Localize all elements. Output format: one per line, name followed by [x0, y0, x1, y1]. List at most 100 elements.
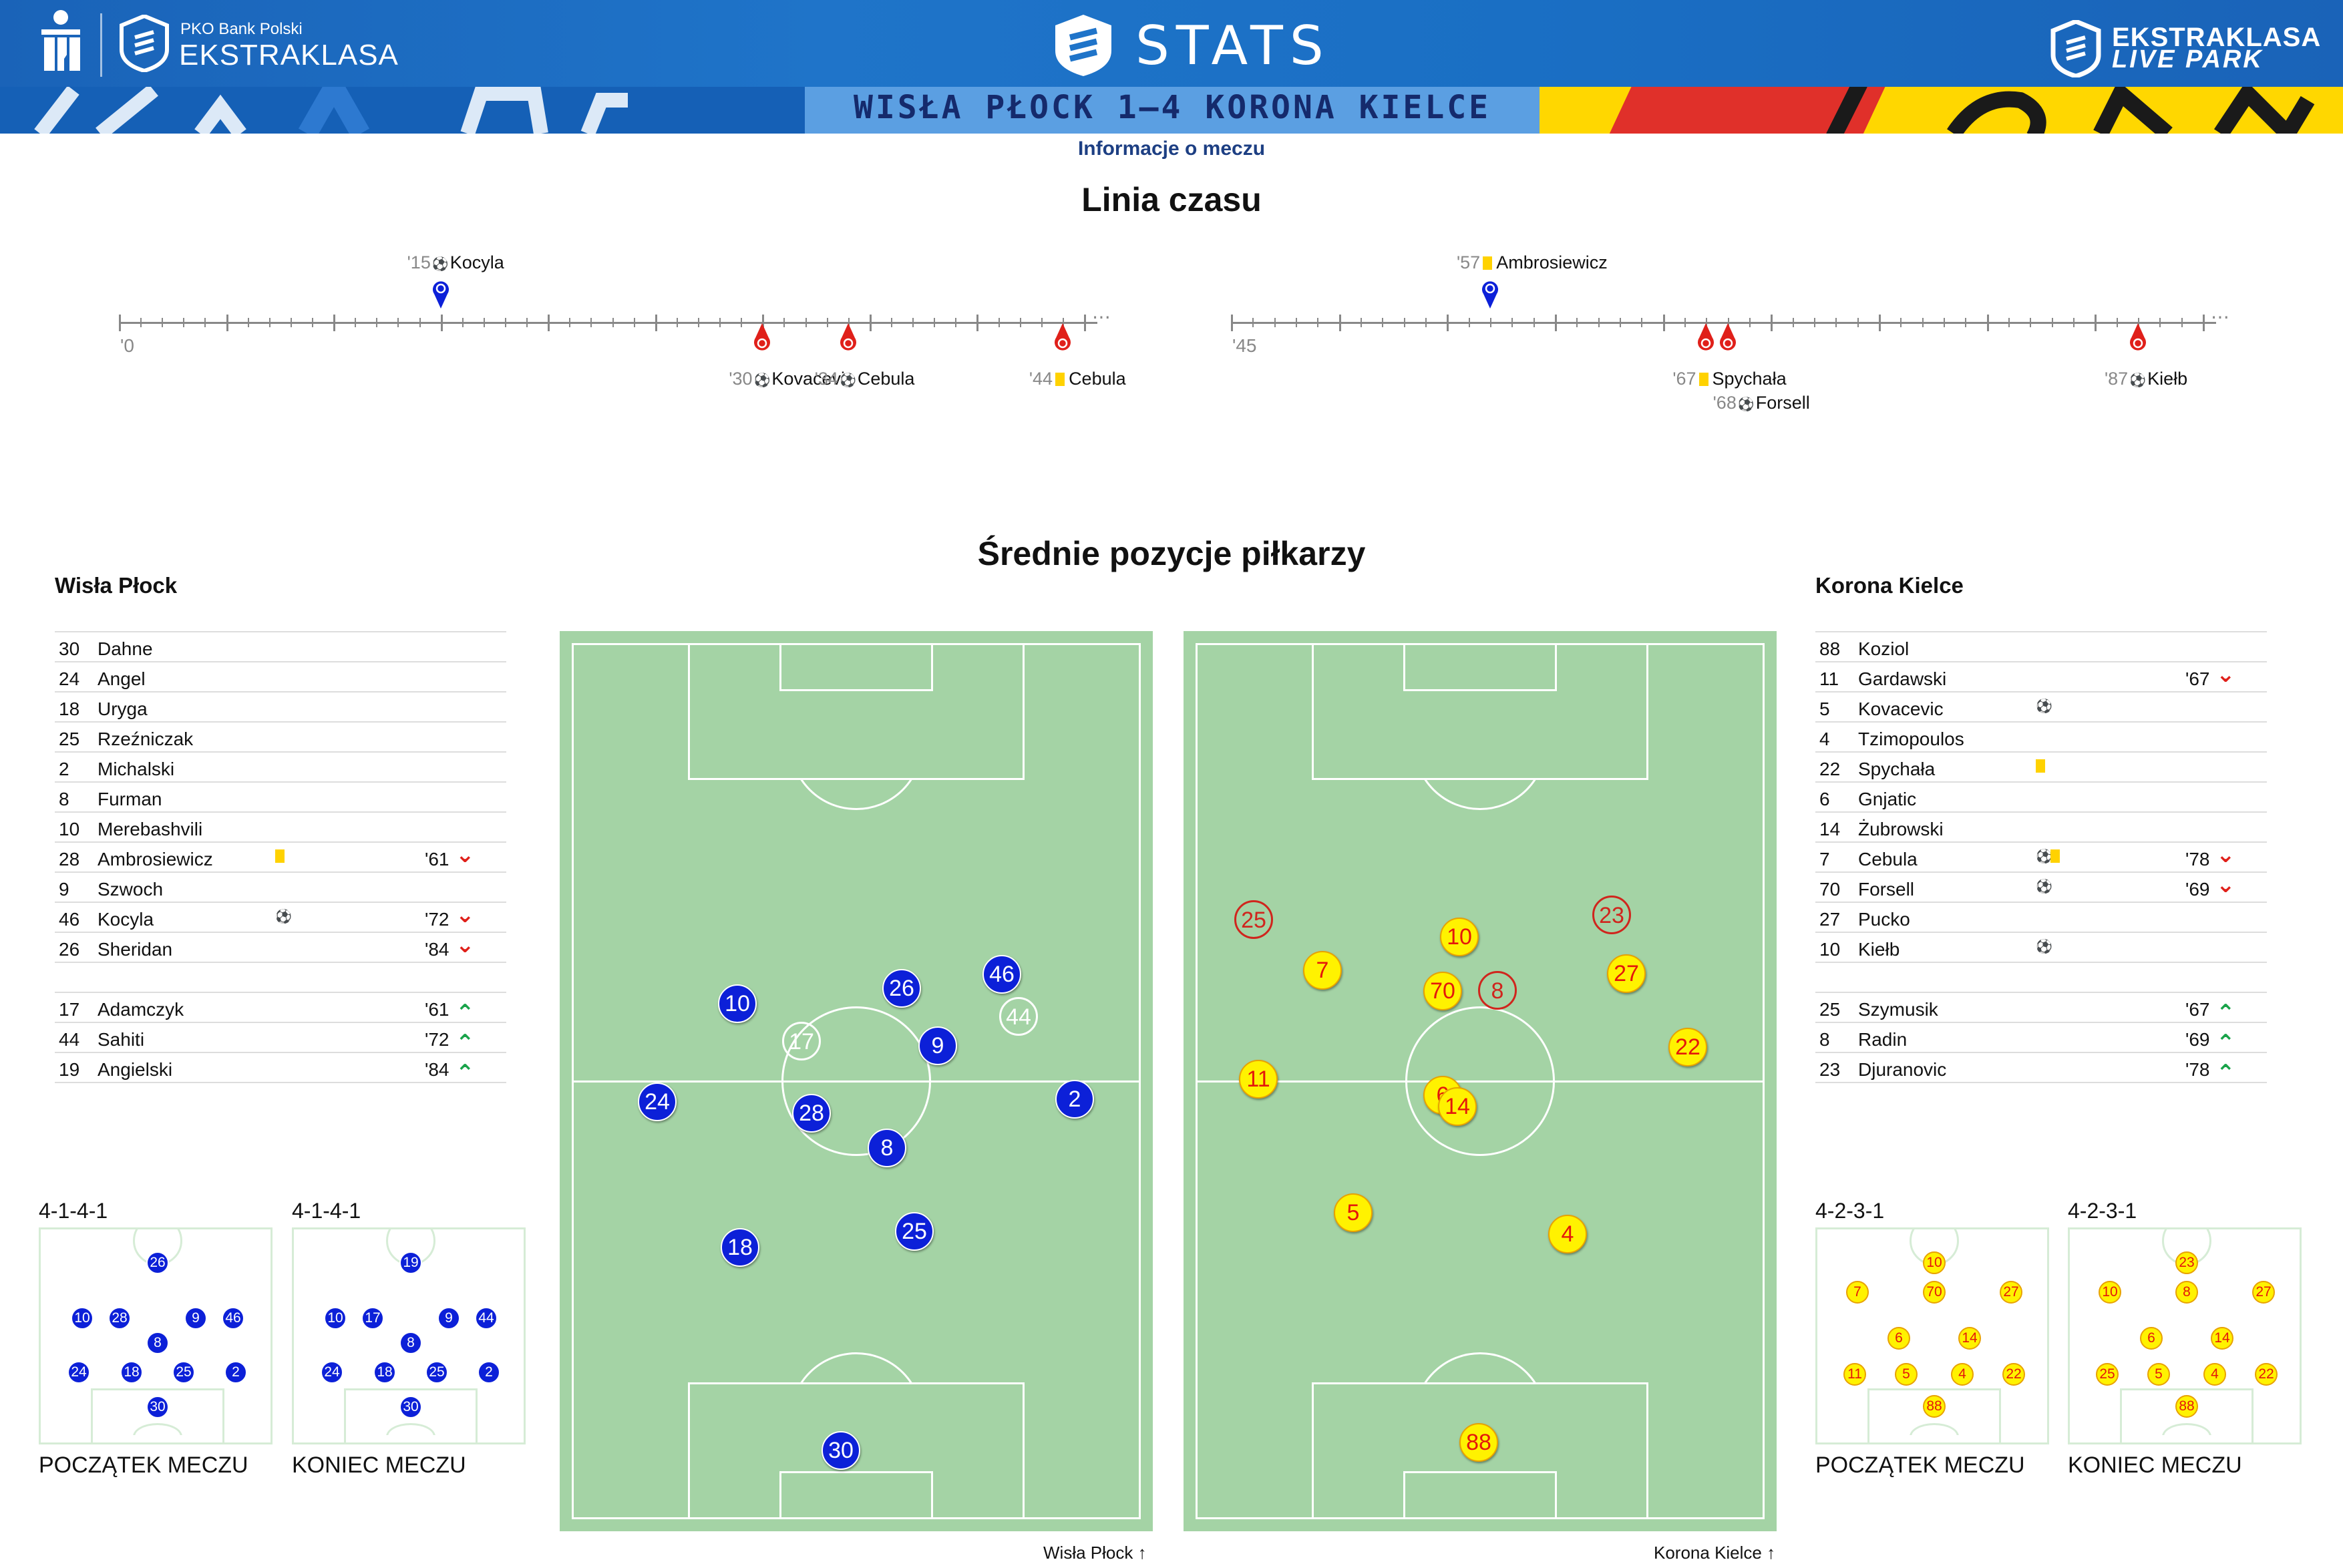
average-position-marker[interactable]: 70: [1423, 972, 1462, 1010]
average-position-marker[interactable]: 11: [1239, 1060, 1278, 1099]
lineup-row[interactable]: 4 Tzimopoulos: [1815, 721, 2267, 751]
lineup-row[interactable]: 70 Forsell ⚽ '69 ⌄: [1815, 871, 2267, 902]
lineup-row[interactable]: 10 Kiełb ⚽: [1815, 932, 2267, 962]
lineup-row[interactable]: 18 Uryga: [55, 691, 506, 721]
average-position-marker[interactable]: 23: [1592, 896, 1631, 934]
formation-player-marker[interactable]: 11: [1843, 1363, 1866, 1386]
lineup-row[interactable]: 6 Gnjatic: [1815, 781, 2267, 811]
lineup-row[interactable]: 10 Merebashvili: [55, 811, 506, 841]
formation-player-marker[interactable]: 25: [172, 1361, 195, 1384]
average-position-marker[interactable]: 10: [1440, 918, 1479, 956]
average-position-marker[interactable]: 7: [1303, 951, 1342, 990]
lineup-row[interactable]: 88 Koziol: [1815, 631, 2267, 661]
formation-player-marker[interactable]: 8: [2175, 1281, 2198, 1304]
formation-player-marker[interactable]: 44: [475, 1307, 498, 1330]
lineup-row[interactable]: 7 Cebula ⚽ '78 ⌄: [1815, 841, 2267, 871]
formation-player-marker[interactable]: 28: [108, 1307, 131, 1330]
formation-player-marker[interactable]: 10: [324, 1307, 347, 1330]
average-position-marker[interactable]: 9: [918, 1026, 957, 1065]
formation-player-marker[interactable]: 6: [1887, 1327, 1910, 1350]
away-event-pin-icon[interactable]: [2129, 323, 2147, 353]
formation-player-marker[interactable]: 10: [1923, 1251, 1946, 1274]
average-position-marker[interactable]: 26: [882, 969, 921, 1008]
average-position-marker[interactable]: 8: [868, 1129, 906, 1167]
formation-player-marker[interactable]: 22: [2002, 1363, 2025, 1386]
formation-player-marker[interactable]: 4: [1951, 1363, 1974, 1386]
away-event-pin-icon[interactable]: [1719, 323, 1737, 353]
lineup-row[interactable]: 30 Dahne: [55, 631, 506, 661]
formation-player-marker[interactable]: 23: [2175, 1251, 2198, 1274]
away-event-pin-icon[interactable]: [840, 323, 857, 353]
formation-player-marker[interactable]: 26: [146, 1251, 169, 1274]
match-info-link[interactable]: Informacje o meczu: [1077, 138, 1266, 160]
away-event-pin-icon[interactable]: [1054, 323, 1071, 353]
formation-player-marker[interactable]: 18: [120, 1361, 143, 1384]
average-position-marker[interactable]: 25: [895, 1212, 934, 1251]
formation-player-marker[interactable]: 70: [1923, 1281, 1946, 1304]
lineup-row[interactable]: 27 Pucko: [1815, 902, 2267, 932]
formation-player-marker[interactable]: 2: [478, 1361, 500, 1384]
average-position-marker[interactable]: 14: [1438, 1087, 1477, 1126]
home-event-pin-icon[interactable]: [432, 279, 449, 309]
formation-player-marker[interactable]: 5: [2147, 1363, 2170, 1386]
formation-player-marker[interactable]: 9: [184, 1307, 207, 1330]
average-position-marker[interactable]: 5: [1334, 1193, 1373, 1232]
lineup-row[interactable]: 25 Szymusik '67 ⌃: [1815, 992, 2267, 1026]
formation-player-marker[interactable]: 25: [425, 1361, 448, 1384]
formation-player-marker[interactable]: 30: [146, 1396, 169, 1418]
average-position-marker[interactable]: 25: [1234, 900, 1273, 939]
average-position-marker[interactable]: 18: [721, 1228, 759, 1267]
formation-player-marker[interactable]: 25: [2096, 1363, 2119, 1386]
average-position-marker[interactable]: 4: [1548, 1215, 1587, 1253]
lineup-row[interactable]: 24 Angel: [55, 661, 506, 691]
lineup-row[interactable]: 11 Gardawski '67 ⌄: [1815, 661, 2267, 691]
formation-player-marker[interactable]: 5: [1895, 1363, 1918, 1386]
formation-player-marker[interactable]: 46: [222, 1307, 244, 1330]
average-position-marker[interactable]: 24: [638, 1083, 677, 1121]
formation-player-marker[interactable]: 27: [2252, 1281, 2275, 1304]
formation-player-marker[interactable]: 24: [67, 1361, 90, 1384]
lineup-row[interactable]: 2 Michalski: [55, 751, 506, 781]
average-position-marker[interactable]: 10: [718, 984, 757, 1023]
formation-player-marker[interactable]: 4: [2203, 1363, 2226, 1386]
formation-player-marker[interactable]: 14: [1958, 1327, 1981, 1350]
lineup-row[interactable]: 8 Radin '69 ⌃: [1815, 1022, 2267, 1056]
average-position-marker[interactable]: 88: [1459, 1423, 1498, 1462]
formation-player-marker[interactable]: 18: [373, 1361, 396, 1384]
away-event-pin-icon[interactable]: [1697, 323, 1715, 353]
lineup-row[interactable]: 9 Szwoch: [55, 871, 506, 902]
average-position-marker[interactable]: 27: [1607, 954, 1646, 993]
lineup-row[interactable]: 22 Spychała: [1815, 751, 2267, 781]
formation-player-marker[interactable]: 30: [399, 1396, 422, 1418]
average-position-marker[interactable]: 30: [822, 1431, 860, 1470]
formation-player-marker[interactable]: 17: [361, 1307, 384, 1330]
formation-player-marker[interactable]: 6: [2140, 1327, 2163, 1350]
lineup-row[interactable]: 8 Furman: [55, 781, 506, 811]
lineup-row[interactable]: 19 Angielski '84 ⌃: [55, 1052, 506, 1086]
formation-player-marker[interactable]: 19: [399, 1251, 422, 1274]
formation-player-marker[interactable]: 7: [1846, 1281, 1869, 1304]
average-position-marker[interactable]: 28: [792, 1094, 831, 1133]
average-position-marker[interactable]: 46: [982, 955, 1021, 994]
lineup-row[interactable]: 44 Sahiti '72 ⌃: [55, 1022, 506, 1056]
lineup-row[interactable]: 17 Adamczyk '61 ⌃: [55, 992, 506, 1026]
home-event-pin-icon[interactable]: [1481, 279, 1499, 309]
formation-player-marker[interactable]: 10: [71, 1307, 94, 1330]
lineup-row[interactable]: 5 Kovacevic ⚽: [1815, 691, 2267, 721]
average-position-marker[interactable]: 8: [1478, 971, 1517, 1010]
lineup-row[interactable]: 25 Rzeźniczak: [55, 721, 506, 751]
formation-player-marker[interactable]: 88: [2175, 1395, 2198, 1418]
formation-player-marker[interactable]: 24: [321, 1361, 343, 1384]
lineup-row[interactable]: 28 Ambrosiewicz '61 ⌄: [55, 841, 506, 871]
lineup-row[interactable]: 14 Żubrowski: [1815, 811, 2267, 841]
formation-player-marker[interactable]: 88: [1923, 1395, 1946, 1418]
formation-player-marker[interactable]: 8: [146, 1332, 169, 1354]
lineup-row[interactable]: 46 Kocyla ⚽ '72 ⌄: [55, 902, 506, 932]
formation-player-marker[interactable]: 9: [437, 1307, 460, 1330]
lineup-row[interactable]: 26 Sheridan '84 ⌄: [55, 932, 506, 962]
formation-player-marker[interactable]: 8: [399, 1332, 422, 1354]
formation-player-marker[interactable]: 22: [2255, 1363, 2278, 1386]
average-position-marker[interactable]: 2: [1055, 1080, 1094, 1119]
away-event-pin-icon[interactable]: [753, 323, 771, 353]
formation-player-marker[interactable]: 10: [2099, 1281, 2121, 1304]
